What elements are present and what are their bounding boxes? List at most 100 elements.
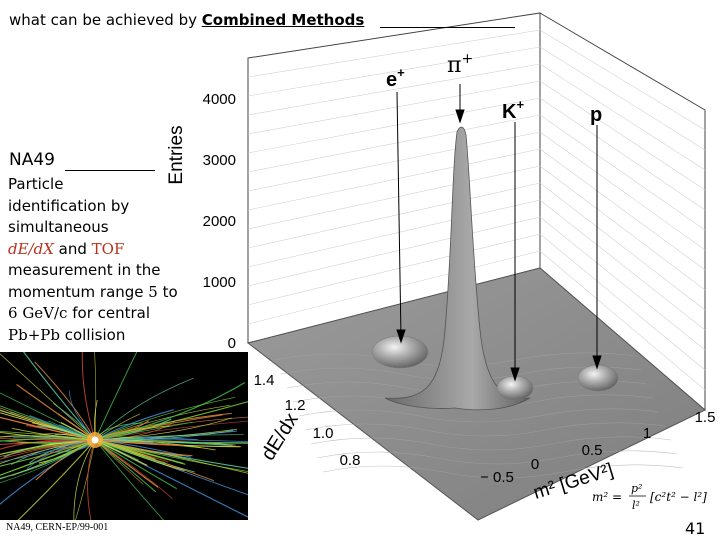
z-axis: 0 1000 2000 3000 4000 xyxy=(203,91,236,352)
desc-line-6: momentum range 5 to xyxy=(8,282,198,304)
back-walls xyxy=(247,12,706,412)
desc-line-5: measurement in the xyxy=(8,261,161,279)
wall-gridline xyxy=(247,233,541,306)
wall-gridline xyxy=(247,182,541,249)
particle-track xyxy=(94,439,248,444)
wall-gridline xyxy=(247,114,541,173)
formula-denominator: l² xyxy=(632,499,640,512)
particle-track xyxy=(94,377,194,441)
desc-line-7: 6 GeV/c for central xyxy=(8,303,198,325)
z-tick-label: 3000 xyxy=(203,152,236,169)
formula-lhs: m² = xyxy=(592,490,622,504)
y-tick-label: 1.4 xyxy=(254,372,275,389)
particle-track xyxy=(0,353,96,441)
x-tick-label: 0.5 xyxy=(582,442,603,459)
particle-track xyxy=(0,439,96,467)
desc-line-2: identification by xyxy=(8,196,130,215)
desc-to: to xyxy=(157,282,178,301)
wall-gridline xyxy=(539,199,706,331)
proton-label: p xyxy=(590,104,602,126)
heading-prefix: what can be achieved by xyxy=(9,11,202,29)
desc-momentum-text: momentum range xyxy=(8,282,149,301)
e-plus-arrow xyxy=(396,91,402,339)
floor-ridge xyxy=(298,408,660,423)
desc-line-8: Pb+Pb collision xyxy=(8,325,198,347)
desc-collision: collision xyxy=(59,325,126,344)
particle-track xyxy=(94,439,177,490)
particle-track xyxy=(94,417,232,441)
particle-track xyxy=(0,439,96,476)
z-tick-label: 0 xyxy=(228,335,236,352)
particle-track xyxy=(87,439,96,520)
mass-formula: m² = p² l² [c²t² − l²] xyxy=(592,482,707,512)
wall-gridline xyxy=(247,46,541,97)
particle-track xyxy=(73,439,96,520)
floor-ridge xyxy=(310,436,672,451)
heading-emphasis: Combined Methods xyxy=(201,11,365,29)
x-tick-label: − 0.5 xyxy=(480,469,514,486)
experiment-name: NA49 xyxy=(9,150,55,170)
x-tick-label: 1 xyxy=(643,425,651,442)
collision-vertex-core xyxy=(91,436,99,444)
wall-gridline xyxy=(247,131,541,192)
wall-gridline xyxy=(247,216,541,287)
wall-gridline xyxy=(539,114,706,231)
description: Particle identification by simultaneous … xyxy=(8,174,198,346)
heading-underline xyxy=(380,27,515,28)
footnote: NA49, CERN-EP/99-001 xyxy=(6,522,109,533)
wall-gridline xyxy=(247,165,541,230)
z-tick-label: 4000 xyxy=(203,91,236,108)
wall-gridline xyxy=(539,131,706,251)
particle-track xyxy=(94,352,97,441)
z-tick-label: 2000 xyxy=(203,213,236,230)
wall-gridline xyxy=(247,97,541,154)
slide-heading: what can be achieved by Combined Methods xyxy=(9,11,364,29)
z-axis-title: Entries xyxy=(166,125,187,184)
pi-plus-peak xyxy=(384,126,531,411)
experiment-underline xyxy=(65,170,155,171)
particle-track xyxy=(94,439,193,457)
p-low: 5 xyxy=(148,282,158,301)
particle-track xyxy=(94,439,184,447)
particle-track xyxy=(75,439,96,520)
collision-system: Pb+Pb xyxy=(8,325,60,344)
formula-bracket: [c²t² − l²] xyxy=(650,490,707,504)
peaks xyxy=(371,126,619,411)
particle-track xyxy=(0,405,96,441)
particle-track xyxy=(94,420,248,441)
particle-track xyxy=(94,439,166,465)
wall-gridline xyxy=(539,80,706,191)
y-axis-title: dE/dx xyxy=(257,409,303,464)
wall-gridline xyxy=(539,46,706,151)
particle-track xyxy=(94,352,138,441)
dedx-term: dE/dX xyxy=(8,239,54,258)
e-plus-arrowhead xyxy=(396,329,406,344)
floor-ridge xyxy=(316,450,678,465)
particle-track xyxy=(94,439,248,518)
wall-gridline xyxy=(247,80,541,135)
wall-gridline xyxy=(247,250,541,325)
wall-gridline xyxy=(247,199,541,268)
tof-term: TOF xyxy=(91,239,125,258)
particle-track xyxy=(16,384,96,441)
floor-ridge xyxy=(322,464,684,479)
y-tick-label: 1.2 xyxy=(285,397,306,414)
x-tick-label: 0 xyxy=(531,456,539,473)
event-display-image xyxy=(0,352,248,520)
desc-for-central: for central xyxy=(67,304,151,322)
wall-gridline xyxy=(539,233,706,371)
y-tick-label: 0.8 xyxy=(340,452,361,469)
wall-gridline xyxy=(539,182,706,311)
and-word: and xyxy=(53,239,92,258)
wall-gridline xyxy=(247,148,541,211)
wall-gridline xyxy=(539,216,706,351)
particle-track xyxy=(94,381,246,441)
particle-track xyxy=(22,352,96,441)
wall-gridline xyxy=(539,63,706,171)
particle-track xyxy=(17,439,96,520)
formula-numerator: p² xyxy=(631,482,642,495)
particle-track xyxy=(94,396,236,441)
desc-line-1: Particle xyxy=(8,175,64,193)
y-axis: 0.8 1.0 1.2 1.4 xyxy=(254,372,361,469)
